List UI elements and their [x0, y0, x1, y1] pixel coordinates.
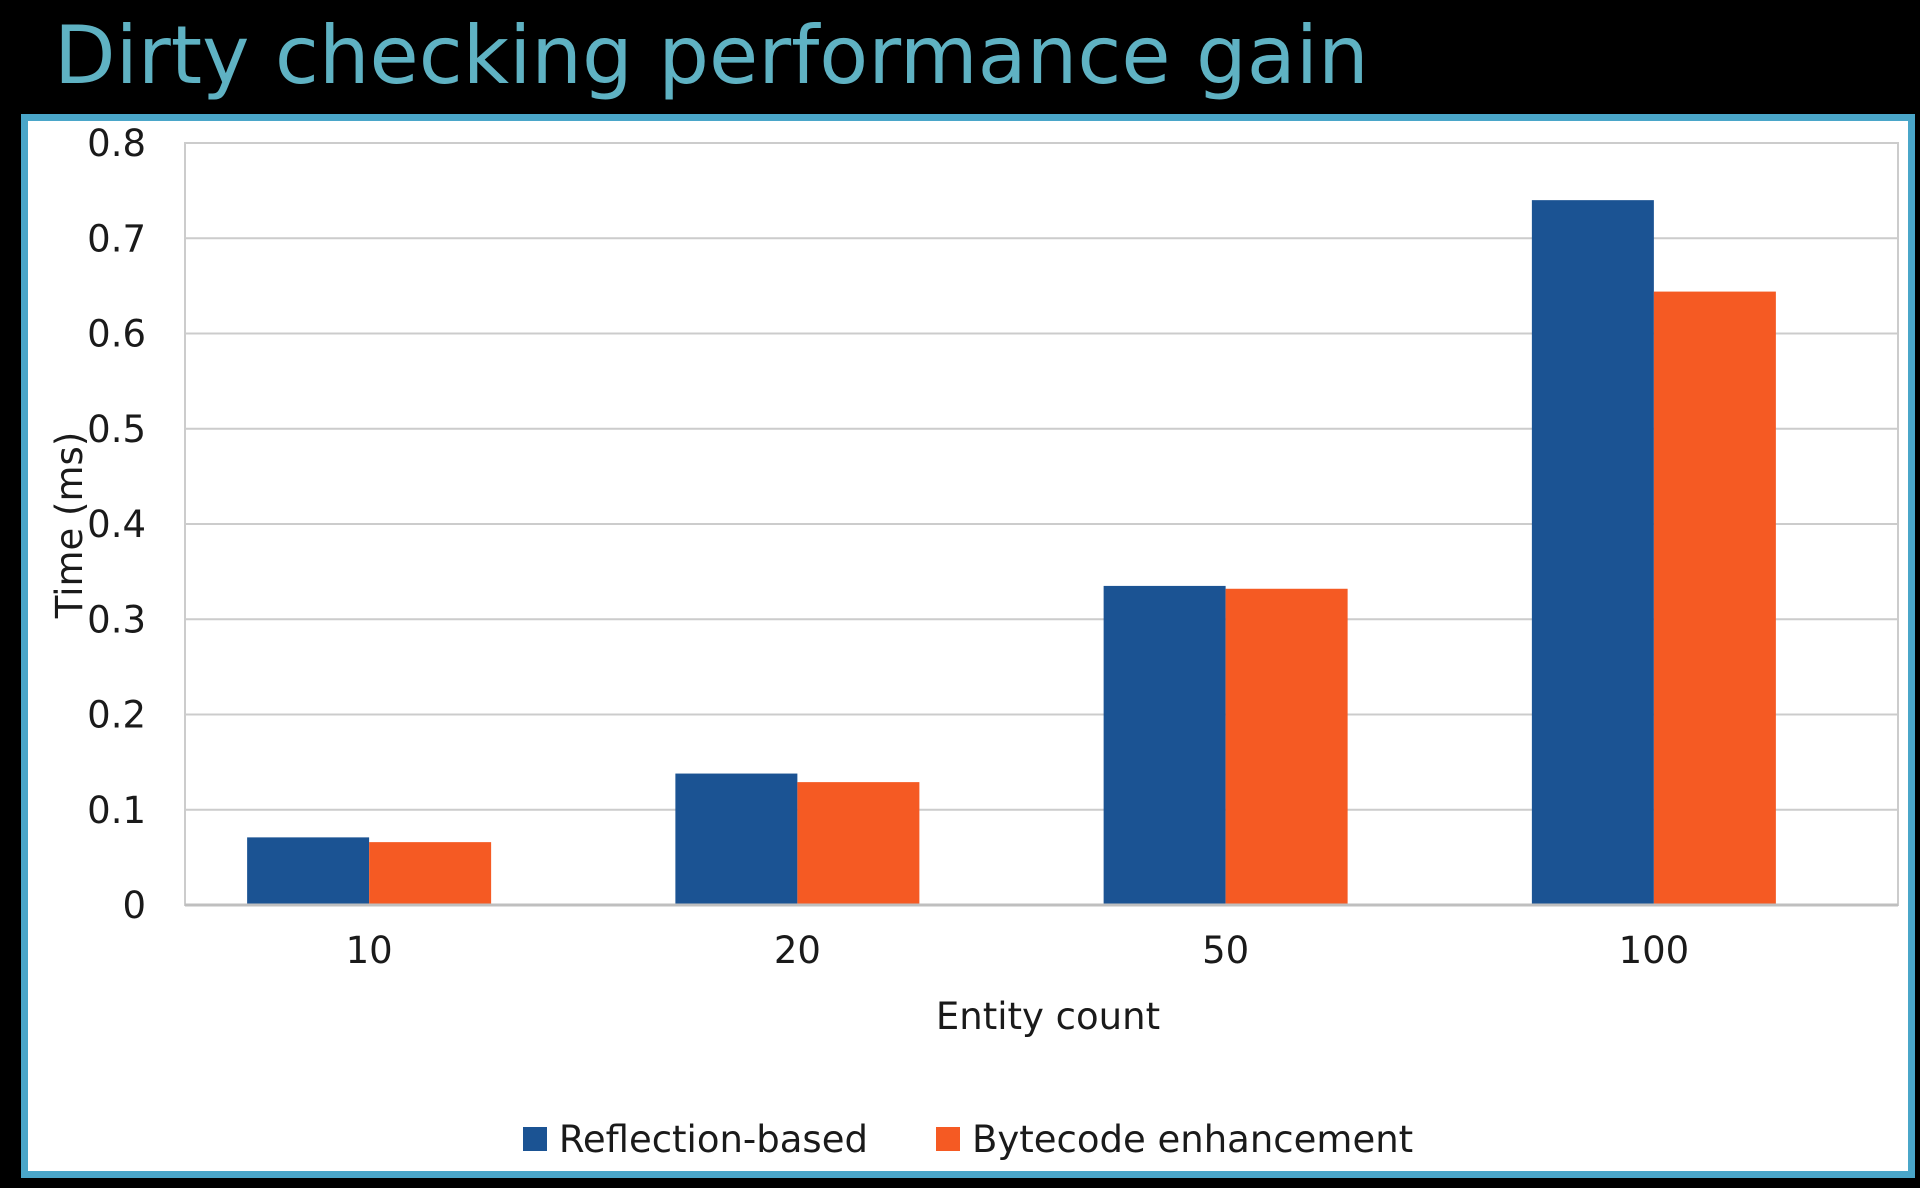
bar-reflection-10: [247, 837, 370, 905]
y-axis-title: Time (ms): [48, 432, 91, 620]
legend-swatch-bytecode: [935, 1127, 960, 1151]
x-axis-title: Entity count: [936, 995, 1160, 1038]
bar-bytecode-50: [1225, 588, 1348, 905]
legend-label-reflection: Reflection-based: [558, 1117, 868, 1161]
y-tick-label: 0.3: [87, 598, 146, 641]
y-tick-label: 0.1: [87, 789, 146, 832]
y-tick-label: 0.7: [87, 217, 146, 260]
bar-chart: 0 0.1 0.2 0.3 0.4 0.5 0.6 0.7 0.8 10 20 50 100 Entit…: [48, 122, 1899, 1038]
bar-reflection-100: [1531, 200, 1654, 905]
y-tick-label: 0.8: [87, 122, 146, 165]
bar-reflection-20: [675, 773, 798, 905]
legend: Reflection-based Bytecode enhancement: [28, 1111, 1908, 1167]
x-tick-label: 10: [346, 929, 393, 972]
bar-bytecode-20: [797, 782, 920, 905]
x-tick-label: 50: [1202, 929, 1249, 972]
y-tick-label: 0.4: [87, 503, 146, 546]
bars: [247, 200, 1776, 906]
x-tick-label: 100: [1619, 929, 1690, 972]
legend-label-bytecode: Bytecode enhancement: [971, 1117, 1414, 1161]
axes: [184, 142, 1899, 907]
slide-title: Dirty checking performance gain: [54, 9, 1369, 102]
bar-reflection-50: [1103, 585, 1226, 905]
bar-bytecode-100: [1653, 291, 1776, 906]
bar-bytecode-10: [369, 842, 492, 905]
gridlines: [185, 142, 1898, 811]
y-tick-label: 0.6: [87, 313, 146, 356]
legend-swatch-reflection: [522, 1127, 547, 1151]
x-tick-label: 20: [774, 929, 821, 972]
legend-item-reflection: Reflection-based: [522, 1117, 868, 1161]
y-tick-label: 0.2: [87, 694, 146, 737]
y-tick-label: 0.5: [87, 408, 146, 451]
chart-frame: 0 0.1 0.2 0.3 0.4 0.5 0.6 0.7 0.8 10 20 50 100 Entit…: [21, 114, 1915, 1178]
legend-item-bytecode: Bytecode enhancement: [935, 1117, 1414, 1161]
y-tick-label: 0: [122, 884, 146, 927]
tick-labels: 0 0.1 0.2 0.3 0.4 0.5 0.6 0.7 0.8 10 20 50 100: [87, 122, 1689, 972]
